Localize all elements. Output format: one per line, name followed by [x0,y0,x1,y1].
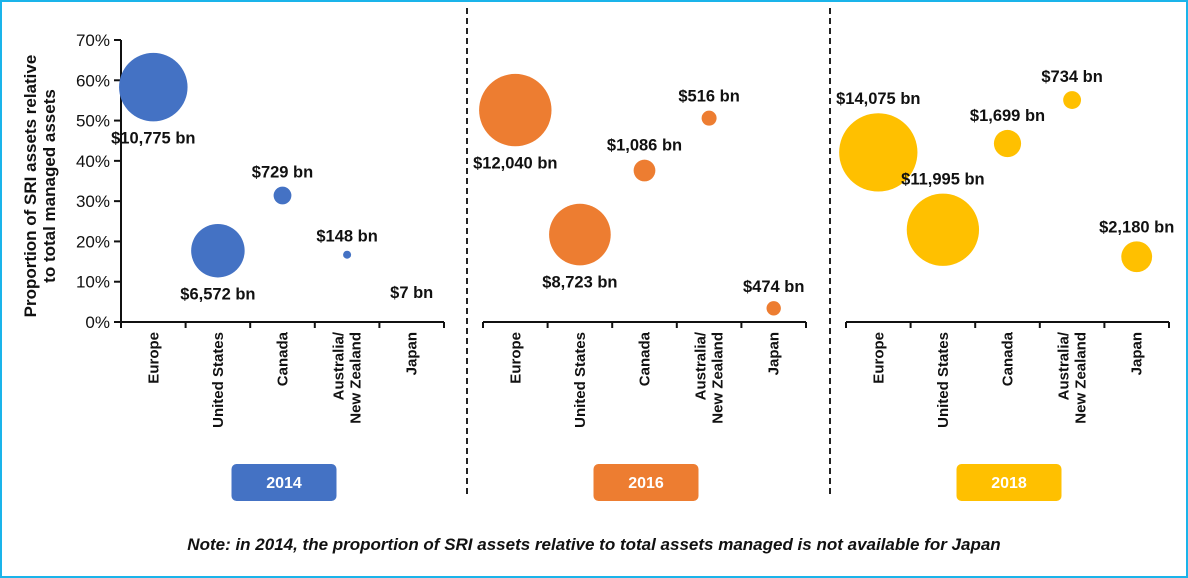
data-label: $148 bn [316,228,377,246]
y-tick-label: 70% [76,31,110,50]
y-tick-label: 30% [76,192,110,211]
category-label: Australia/New Zealand [1056,331,1090,424]
bubble [273,186,292,205]
y-tick-label: 60% [76,71,110,90]
bubble [1121,241,1153,273]
category-label: United States [210,332,227,428]
category-label-text: Canada [275,331,292,386]
data-label: $2,180 bn [1099,218,1174,236]
bubble [633,159,656,182]
category-label: Australia/New Zealand [331,331,365,424]
bubble [766,301,781,316]
category-label: Australia/New Zealand [693,331,727,424]
data-label: $8,723 bn [542,273,617,291]
data-label: $734 bn [1041,68,1102,86]
category-label-text: New Zealand [1073,332,1090,424]
category-label-text: Canada [637,331,654,386]
panel-2018: Europe United States Canada Australia/New Z… [836,68,1174,501]
category-label-text: United States [572,332,589,428]
category-label-text: Europe [870,332,887,384]
category-label-text: Japan [766,332,783,375]
category-label: United States [572,332,589,428]
bubble [906,193,980,266]
category-label: Europe [507,332,524,384]
category-label-text: Europe [507,332,524,384]
data-label: $12,040 bn [473,154,557,172]
year-badge [231,464,337,501]
category-label-text: New Zealand [348,332,365,424]
data-label: $729 bn [252,164,313,182]
y-tick-label: 10% [76,273,110,292]
bubble [701,110,717,126]
category-label-text: United States [935,332,952,428]
y-tick-label: 0% [85,313,110,332]
year-badge-label: 2018 [991,475,1027,492]
category-label-text: Japan [404,332,421,375]
y-tick-label: 50% [76,112,110,131]
footnote: Note: in 2014, the proportion of SRI ass… [187,535,1000,554]
bubble [343,250,352,259]
bubble [191,223,245,278]
data-label: $1,086 bn [607,137,682,155]
y-axis: 0% 10% 20% 30% 40% 50% 60% 70% [76,31,122,332]
year-badge [593,464,699,501]
category-label: Europe [145,332,162,384]
category-label: Japan [1129,332,1146,375]
data-label: $10,775 bn [111,129,195,147]
category-label: United States [935,332,952,428]
data-label: $6,572 bn [180,285,255,303]
y-tick-label: 40% [76,152,110,171]
category-label-text: Japan [1129,332,1146,375]
data-label: $7 bn [390,284,433,302]
bubble [1063,91,1082,109]
y-tick-label: 20% [76,232,110,251]
y-axis-title-line-2: to total managed assets [40,89,59,283]
data-label: $1,699 bn [970,107,1045,125]
category-label: Japan [404,332,421,375]
bubble [119,52,188,122]
data-label: $14,075 bn [836,90,920,108]
category-label: Japan [766,332,783,375]
category-label-text: Australia/ [693,331,710,400]
y-axis-title-line-1: Proportion of SRI assets relative [21,55,40,318]
category-label: Canada [637,331,654,386]
bubble [479,73,552,147]
year-badge-label: 2014 [266,475,302,492]
bubble [993,129,1022,158]
panel-2014: Europe United States Canada Australia/New Z… [111,52,445,501]
category-label-text: Europe [145,332,162,384]
category-label: Europe [870,332,887,384]
panel-dividers [466,8,831,494]
category-label-text: Australia/ [331,331,348,400]
bubble [839,113,918,192]
data-label: $516 bn [678,88,739,106]
category-label: Canada [1000,331,1017,386]
bubble [549,203,611,266]
panel-2016: Europe United States Canada Australia/New Z… [473,73,807,501]
category-label: Canada [275,331,292,386]
category-label-text: New Zealand [710,332,727,424]
category-label-text: United States [210,332,227,428]
category-label-text: Canada [1000,331,1017,386]
data-label: $11,995 bn [901,171,984,189]
y-axis-title: Proportion of SRI assets relative to tot… [21,55,59,318]
data-label: $474 bn [743,278,804,296]
category-label-text: Australia/ [1056,331,1073,400]
year-badge-label: 2016 [628,475,664,492]
year-badge [956,464,1062,501]
panels: Europe United States Canada Australia/New Z… [111,52,1174,501]
